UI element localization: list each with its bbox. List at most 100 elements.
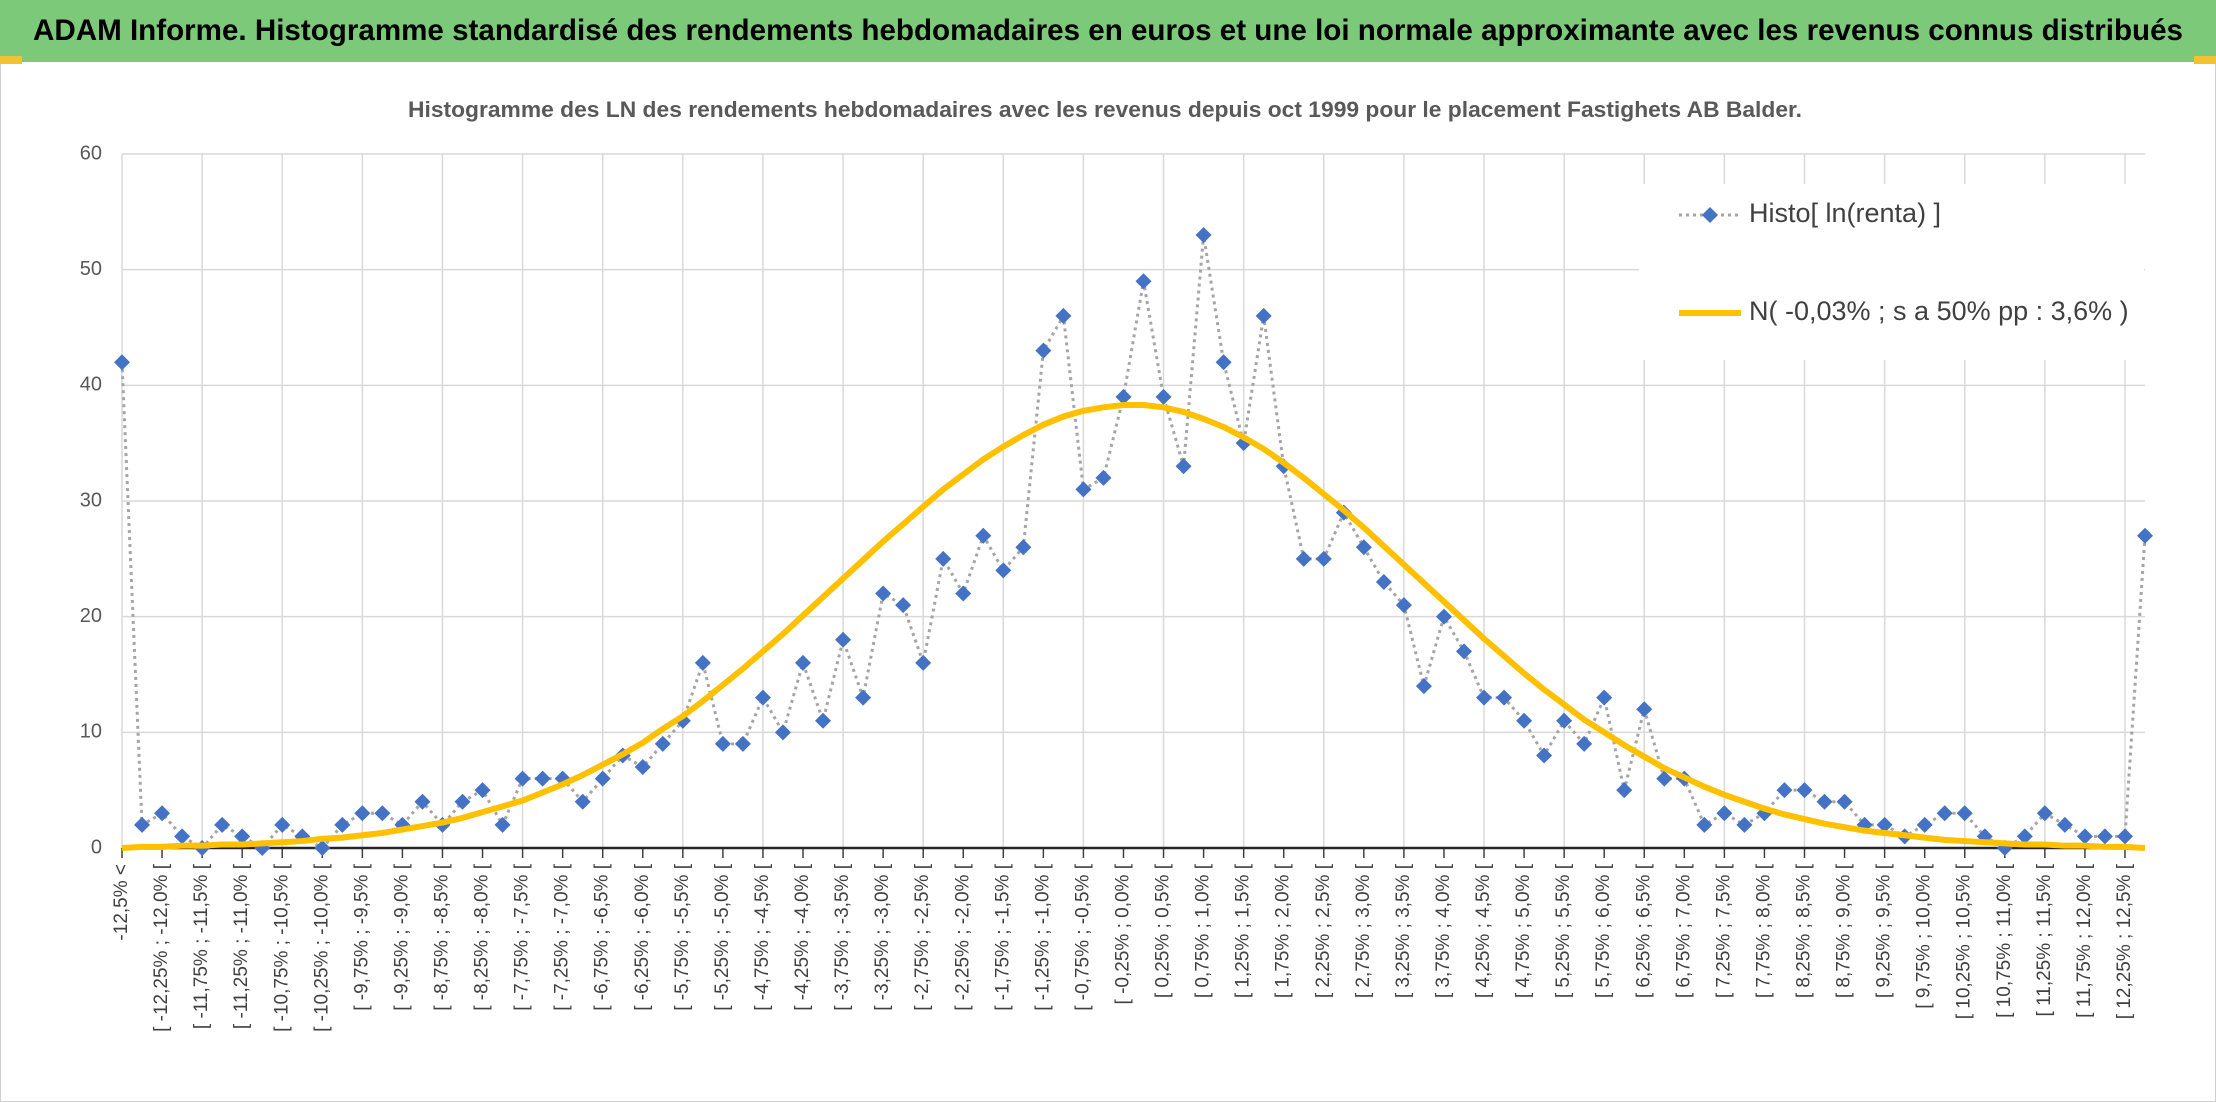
x-tick-label: [ -4,25% ; -4,0% [	[792, 863, 813, 1011]
x-tick-label: [ 5,25% ; 5,5% [	[1553, 863, 1574, 998]
x-tick-label: [ 7,75% ; 8,0% [	[1753, 863, 1774, 998]
x-tick-label: [ 4,75% ; 5,0% [	[1513, 863, 1534, 998]
marker	[454, 793, 471, 810]
marker	[234, 828, 251, 845]
marker	[1596, 689, 1613, 706]
marker	[1135, 273, 1152, 290]
marker	[795, 654, 812, 671]
x-tick-label: [ 11,25% ; 11,5% [	[2034, 863, 2055, 1016]
x-tick-label: [ -7,75% ; -7,5% [	[512, 863, 533, 1011]
marker	[694, 654, 711, 671]
marker	[855, 689, 872, 706]
marker	[574, 793, 591, 810]
marker	[1956, 805, 1973, 822]
marker	[2096, 828, 2113, 845]
marker	[1075, 481, 1092, 498]
marker	[1936, 805, 1953, 822]
marker	[2056, 816, 2073, 833]
marker	[1415, 678, 1432, 695]
x-tick-label: [ 5,75% ; 6,0% [	[1593, 863, 1614, 998]
x-tick-label: [ -4,75% ; -4,5% [	[752, 863, 773, 1011]
marker	[314, 840, 331, 856]
x-tick-label: [ -11,25% ; -11,0% [	[231, 863, 252, 1029]
marker	[1876, 816, 1893, 833]
chart-subtitle: Histogramme des LN des rendements hebdom…	[408, 97, 1802, 122]
x-tick-label: [ -12,25% ; -12,0% [	[151, 863, 172, 1032]
x-tick-label: [ 9,25% ; 9,5% [	[1874, 863, 1895, 998]
marker	[1155, 388, 1172, 405]
marker	[2137, 527, 2153, 544]
marker	[1796, 782, 1813, 799]
x-tick-label: [ 2,75% ; 3,0% [	[1353, 863, 1374, 998]
x-tick-label: [ -1,25% ; -1,0% [	[1032, 863, 1053, 1011]
marker	[774, 724, 791, 741]
y-tick-label: 50	[80, 258, 102, 280]
y-tick-label: 30	[80, 489, 102, 511]
y-tick-label: 10	[80, 721, 102, 743]
marker	[1816, 793, 1833, 810]
marker	[514, 770, 531, 787]
marker	[2076, 828, 2093, 845]
x-tick-label: [ 3,25% ; 3,5% [	[1393, 863, 1414, 998]
marker	[815, 712, 832, 729]
x-tick-label: [ 8,25% ; 8,5% [	[1794, 863, 1815, 998]
marker	[734, 735, 751, 752]
title-bar	[0, 0, 2216, 62]
x-tick-label: [ 6,75% ; 7,0% [	[1673, 863, 1694, 998]
marker	[114, 354, 130, 371]
marker	[154, 805, 171, 822]
x-tick-label: [ -2,75% ; -2,5% [	[912, 863, 933, 1011]
marker	[1375, 573, 1392, 590]
series-line	[121, 401, 2146, 851]
x-tick-label: [ 11,75% ; 12,0% [	[2074, 863, 2095, 1018]
marker	[1556, 712, 1573, 729]
marker	[1035, 342, 1052, 359]
x-tick-label: [ -1,75% ; -1,5% [	[992, 863, 1013, 1011]
x-tick-label: [ -8,25% ; -8,0% [	[472, 863, 493, 1011]
marker	[634, 759, 651, 776]
marker	[895, 597, 912, 614]
marker	[1616, 782, 1633, 799]
marker	[654, 735, 671, 752]
x-tick-label: [ -2,25% ; -2,0% [	[952, 863, 973, 1011]
marker	[1836, 793, 1853, 810]
corner-right	[2194, 56, 2216, 64]
x-tick-label: [ -5,75% ; -5,5% [	[672, 863, 693, 1011]
marker	[1175, 458, 1192, 475]
marker	[1516, 712, 1533, 729]
marker	[174, 828, 191, 845]
marker	[474, 782, 491, 799]
marker	[494, 816, 511, 833]
corner-left	[0, 56, 22, 64]
marker	[1115, 388, 1132, 405]
x-tick-label: [ -11,75% ; -11,5% [	[191, 863, 212, 1029]
legend-box	[1639, 184, 2144, 360]
legend-marker	[1702, 207, 1718, 223]
x-tick-label: [ 9,75% ; 10,0% [	[1914, 863, 1935, 1008]
chart-title: ADAM Informe. Histogramme standardisé de…	[33, 14, 2183, 47]
marker	[1255, 307, 1272, 324]
marker	[1095, 469, 1112, 486]
marker	[1055, 307, 1072, 324]
marker	[875, 585, 892, 602]
legend-label: Histo[ ln(renta) ]	[1749, 198, 1941, 228]
marker	[1315, 550, 1332, 567]
y-tick-label: 0	[91, 836, 102, 858]
x-tick-label: [ 0,75% ; 1,0% [	[1193, 863, 1214, 998]
marker	[1576, 735, 1593, 752]
x-tick-label: [ 10,75% ; 11,0% [	[1994, 863, 2015, 1018]
marker	[1536, 747, 1553, 764]
marker	[374, 805, 391, 822]
marker	[1696, 816, 1713, 833]
x-tick-label: [ -5,25% ; -5,0% [	[712, 863, 733, 1011]
x-tick-label: [ -9,75% ; -9,5% [	[351, 863, 372, 1011]
marker	[214, 816, 231, 833]
marker	[2116, 828, 2133, 845]
marker	[975, 527, 992, 544]
marker	[1355, 539, 1372, 556]
x-tick-label: [ 0,25% ; 0,5% [	[1153, 863, 1174, 998]
marker	[1716, 805, 1733, 822]
x-tick-label: [ 10,25% ; 10,5% [	[1954, 863, 1975, 1019]
